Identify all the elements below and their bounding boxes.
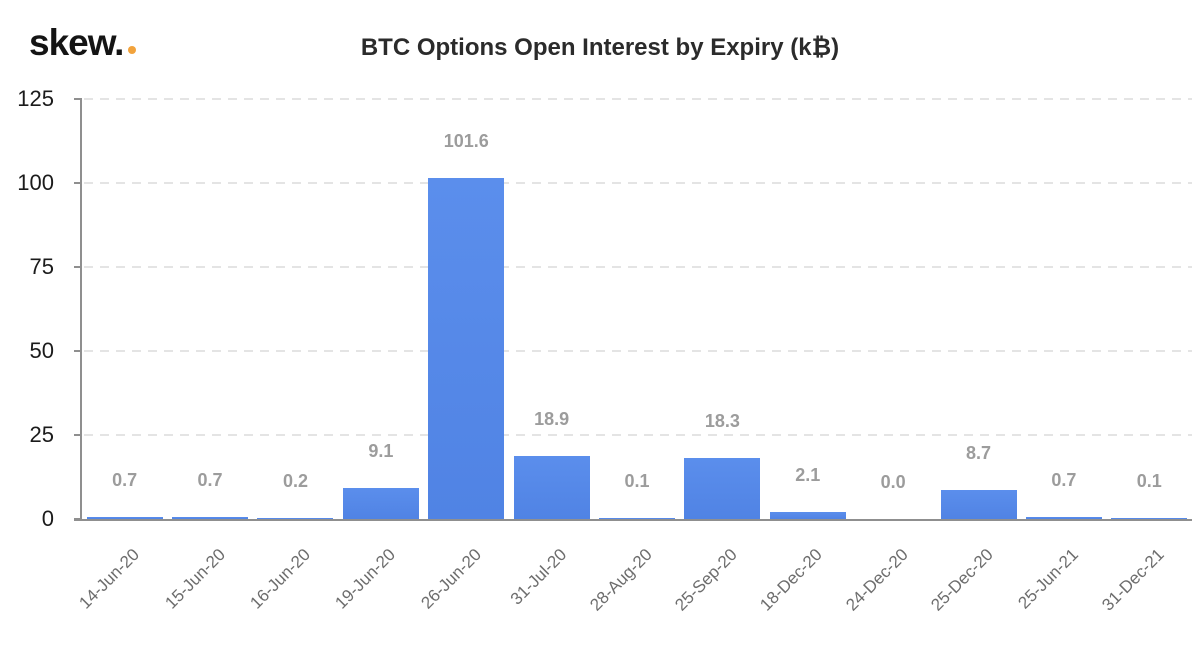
bar (940, 489, 1017, 519)
y-axis-label: 75 (29, 254, 54, 279)
y-axis-tick (74, 266, 82, 268)
bar (342, 488, 419, 519)
gridline (84, 266, 1192, 268)
bar (599, 518, 675, 519)
x-axis-label: 26-Jun-20 (417, 545, 485, 613)
x-axis-label: 15-Jun-20 (160, 545, 229, 613)
x-axis-label: 14-Jun-20 (75, 545, 144, 613)
bar-value-label: 0.1 (1136, 471, 1162, 491)
bar-value-label: 18.9 (534, 408, 570, 429)
bar (86, 516, 163, 519)
x-axis-label: 19-Jun-20 (331, 545, 400, 613)
bar-value-label: 0.1 (624, 471, 650, 491)
brand-dot-icon (128, 46, 137, 54)
bar (769, 511, 846, 519)
bar-value-label: 18.3 (704, 410, 740, 431)
y-axis-tick (74, 182, 82, 184)
gridline (84, 182, 1192, 184)
x-axis-label: 25-Sep-20 (671, 545, 741, 615)
y-axis-label: 50 (29, 338, 54, 363)
gridline (84, 98, 1192, 100)
bar-value-label: 0.2 (282, 471, 308, 491)
y-axis-label: 0 (41, 506, 54, 531)
bar-value-label: 0.7 (1051, 469, 1077, 490)
bar-value-label: 0.0 (880, 472, 906, 492)
chart-title: BTC Options Open Interest by Expiry (k₿) (360, 34, 840, 61)
bar-value-label: 2.1 (795, 464, 821, 485)
x-axis-line (74, 519, 1192, 521)
brand-logo-text: skew. (29, 22, 124, 63)
x-axis-label: 18-Dec-20 (756, 545, 827, 615)
x-axis-label: 31-Jul-20 (506, 545, 571, 609)
bar (428, 177, 505, 519)
brand-logo: skew. (29, 22, 137, 64)
gridline (84, 350, 1192, 352)
bar-value-label: 8.7 (966, 442, 992, 463)
bar-value-label: 9.1 (368, 441, 394, 462)
x-axis-label: 31-Dec-21 (1098, 545, 1168, 615)
x-axis-labels: 14-Jun-20 15-Jun-20 16-Jun-20 19-Jun-20 26-J… (76, 545, 1190, 670)
y-axis-label: 100 (17, 170, 54, 195)
y-axis-label: 25 (29, 422, 54, 447)
bar (513, 455, 590, 519)
bar (172, 516, 249, 519)
bar (257, 518, 334, 519)
x-axis-label: 24-Dec-20 (842, 545, 912, 615)
gridline (84, 434, 1192, 436)
bar-value-label: 101.6 (443, 130, 489, 151)
bar-value-label: 0.7 (197, 469, 223, 490)
x-axis-label: 28-Aug-20 (585, 545, 656, 615)
bar (1111, 518, 1188, 519)
x-axis-label: 25-Dec-20 (927, 545, 997, 615)
bar (1025, 516, 1102, 519)
y-axis-label: 125 (17, 86, 54, 111)
bar-value-label: 0.7 (112, 469, 138, 490)
y-axis-tick (74, 434, 82, 436)
x-axis-label: 16-Jun-20 (246, 545, 314, 613)
y-axis-tick (74, 518, 82, 520)
plot-area: 0.7 0.7 0.2 9.1 101.6 18.9 0.1 18.3 2.1 0.0 8.7 0.7… (74, 98, 1192, 521)
x-axis-label: 25-Jun-21 (1014, 545, 1083, 613)
y-axis-tick (74, 350, 82, 352)
y-axis-tick (74, 98, 82, 100)
bar (684, 457, 761, 519)
